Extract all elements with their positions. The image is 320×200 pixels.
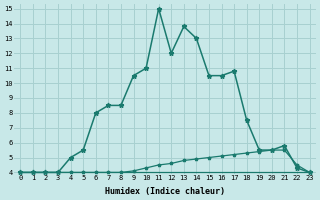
X-axis label: Humidex (Indice chaleur): Humidex (Indice chaleur) (105, 187, 225, 196)
